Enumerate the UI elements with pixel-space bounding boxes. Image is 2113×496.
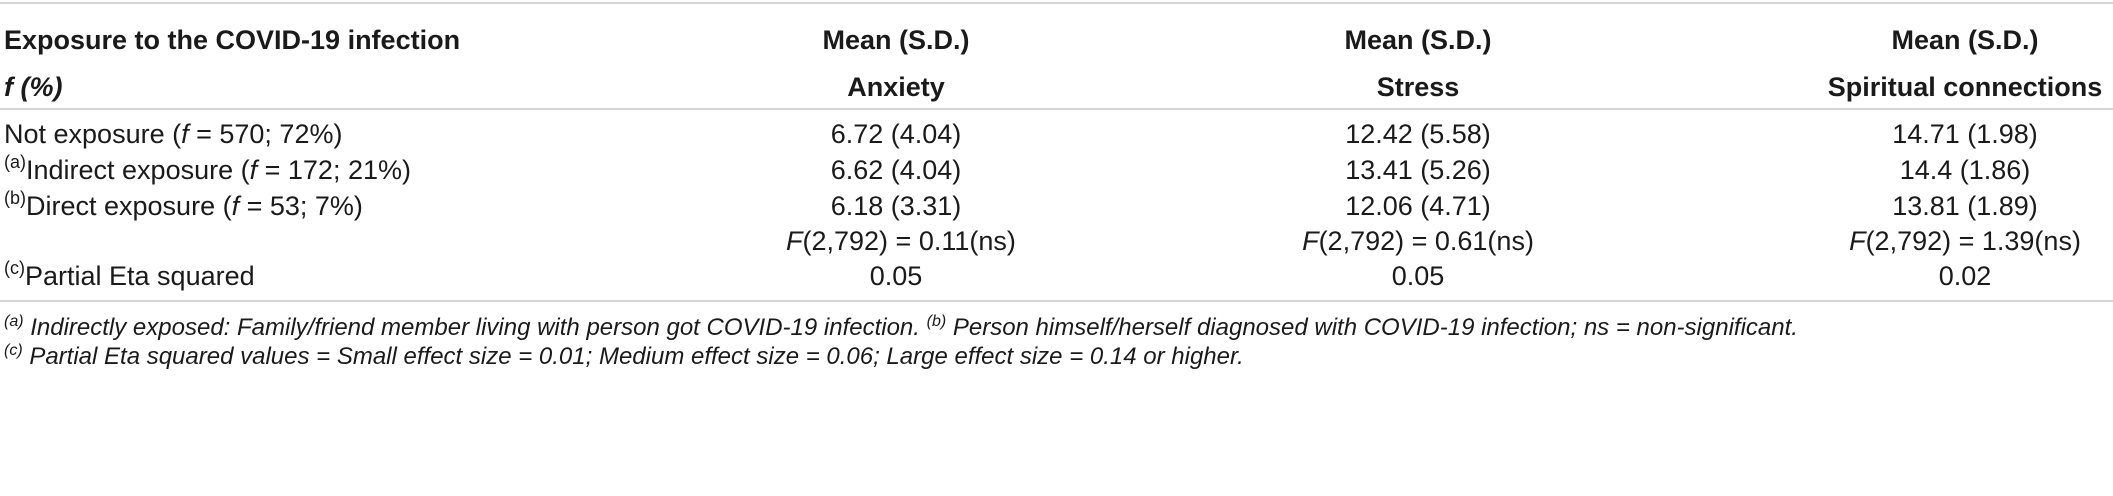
stress-eta: 0.05 xyxy=(1391,261,1445,291)
row-label: (c)Partial Eta squared xyxy=(4,258,255,291)
footnote-b-text: Person himself/herself diagnosed with CO… xyxy=(946,314,1798,341)
footnote-c: (c) Partial Eta squared values = Small e… xyxy=(4,342,1244,372)
spiritual-value: 14.4 (1.86) xyxy=(1899,155,2031,185)
footnote-b-marker: (b) xyxy=(926,313,947,330)
table-top-rule xyxy=(0,2,2113,4)
stress-value: 12.42 (5.58) xyxy=(1345,119,1491,149)
stress-value: 12.06 (4.71) xyxy=(1345,191,1491,221)
footnote-marker: (c) xyxy=(4,258,25,278)
header-stress: Stress xyxy=(1376,72,1460,102)
footnote-a-text: Indirectly exposed: Family/friend member… xyxy=(23,314,927,341)
spiritual-f-stat: F(2,792) = 1.39(ns) xyxy=(1849,226,2081,256)
header-frequency: f (%) xyxy=(4,72,63,102)
anxiety-value: 6.18 (3.31) xyxy=(830,191,962,221)
table-row: (a)Indirect exposure (f = 172; 21%) 6.62… xyxy=(0,147,2113,193)
table-row: Not exposure (f = 570; 72%) 6.72 (4.04) … xyxy=(0,111,2113,157)
header-mean-spiritual: Mean (S.D.) xyxy=(1891,25,2039,55)
header-mean-anxiety: Mean (S.D.) xyxy=(822,25,970,55)
footnote-a-b: (a) Indirectly exposed: Family/friend me… xyxy=(4,313,1798,343)
footnote-c-marker: (c) xyxy=(4,342,23,359)
stress-f-stat: F(2,792) = 0.61(ns) xyxy=(1302,226,1534,256)
header-spiritual: Spiritual connections xyxy=(1827,72,2103,102)
footnote-c-text: Partial Eta squared values = Small effec… xyxy=(22,343,1244,370)
anxiety-value: 6.62 (4.04) xyxy=(830,155,962,185)
header-row-2: f (%) Anxiety Stress Spiritual connectio… xyxy=(0,64,2113,110)
anxiety-value: 6.72 (4.04) xyxy=(830,119,962,149)
footnote-a-marker: (a) xyxy=(4,313,24,330)
row-label: (b)Direct exposure (f = 53; 7%) xyxy=(4,188,363,221)
row-label: (a)Indirect exposure (f = 172; 21%) xyxy=(4,152,411,185)
row-label: Not exposure (f = 570; 72%) xyxy=(4,119,343,149)
header-anxiety: Anxiety xyxy=(847,72,945,102)
footnote-marker: (a) xyxy=(4,152,26,172)
spiritual-value: 14.71 (1.98) xyxy=(1892,119,2038,149)
anxiety-eta: 0.05 xyxy=(869,261,923,291)
anxiety-f-stat: F(2,792) = 0.11(ns) xyxy=(786,226,1016,256)
header-mean-stress: Mean (S.D.) xyxy=(1344,25,1492,55)
f-statistic-row: F(2,792) = 0.11(ns) F(2,792) = 0.61(ns) … xyxy=(0,218,2113,264)
stress-value: 13.41 (5.26) xyxy=(1345,155,1491,185)
footnote-marker: (b) xyxy=(4,188,26,208)
header-bottom-rule xyxy=(0,108,2113,110)
spiritual-eta: 0.02 xyxy=(1938,261,1992,291)
spiritual-value: 13.81 (1.89) xyxy=(1892,191,2038,221)
header-row-1: Exposure to the COVID-19 infection Mean … xyxy=(0,17,2113,63)
table-bottom-rule xyxy=(0,300,2113,302)
header-exposure: Exposure to the COVID-19 infection xyxy=(4,25,461,55)
eta-squared-row: (c)Partial Eta squared 0.05 0.05 0.02 xyxy=(0,253,2113,299)
table-row: (b)Direct exposure (f = 53; 7%) 6.18 (3.… xyxy=(0,183,2113,229)
